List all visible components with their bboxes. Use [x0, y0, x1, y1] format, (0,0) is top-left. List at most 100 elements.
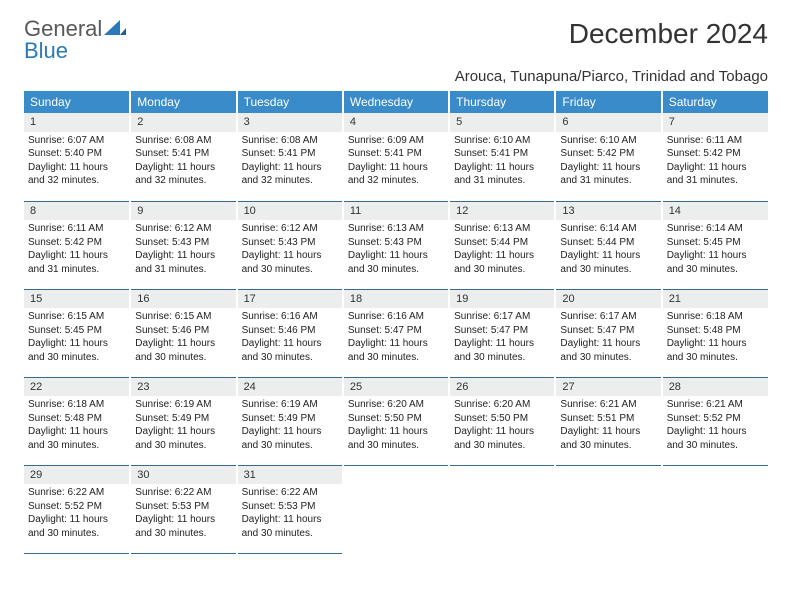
sunset-text: Sunset: 5:41 PM — [454, 147, 550, 161]
sunrise-text: Sunrise: 6:10 AM — [454, 134, 550, 148]
logo: GeneralBlue — [24, 18, 126, 62]
day-info: Sunrise: 6:22 AMSunset: 5:53 PMDaylight:… — [238, 484, 342, 544]
day-cell: 25Sunrise: 6:20 AMSunset: 5:50 PMDayligh… — [343, 377, 449, 465]
sunrise-text: Sunrise: 6:13 AM — [348, 222, 444, 236]
sunset-text: Sunset: 5:42 PM — [28, 236, 125, 250]
day-info: Sunrise: 6:17 AMSunset: 5:47 PMDaylight:… — [450, 308, 554, 368]
day-number: 14 — [663, 202, 768, 221]
day-cell: 31Sunrise: 6:22 AMSunset: 5:53 PMDayligh… — [237, 465, 343, 553]
day-cell: 13Sunrise: 6:14 AMSunset: 5:44 PMDayligh… — [555, 201, 661, 289]
weekday-header: Friday — [555, 91, 661, 113]
day-cell: 9Sunrise: 6:12 AMSunset: 5:43 PMDaylight… — [130, 201, 236, 289]
daylight-text-1: Daylight: 11 hours — [28, 161, 125, 175]
day-number: 28 — [663, 378, 768, 397]
daylight-text-2: and 30 minutes. — [242, 439, 338, 453]
title-block: December 2024 — [569, 18, 768, 50]
day-cell: 15Sunrise: 6:15 AMSunset: 5:45 PMDayligh… — [24, 289, 130, 377]
daylight-text-2: and 30 minutes. — [560, 439, 656, 453]
daylight-text-2: and 30 minutes. — [242, 351, 338, 365]
calendar-page: GeneralBlue December 2024 Arouca, Tunapu… — [0, 0, 792, 572]
day-info: Sunrise: 6:14 AMSunset: 5:45 PMDaylight:… — [663, 220, 768, 280]
daylight-text-1: Daylight: 11 hours — [28, 249, 125, 263]
day-cell: 22Sunrise: 6:18 AMSunset: 5:48 PMDayligh… — [24, 377, 130, 465]
daylight-text-1: Daylight: 11 hours — [454, 249, 550, 263]
sunrise-text: Sunrise: 6:21 AM — [667, 398, 764, 412]
sunrise-text: Sunrise: 6:22 AM — [135, 486, 231, 500]
daylight-text-2: and 32 minutes. — [242, 174, 338, 188]
sunset-text: Sunset: 5:49 PM — [135, 412, 231, 426]
day-info: Sunrise: 6:20 AMSunset: 5:50 PMDaylight:… — [344, 396, 448, 456]
daylight-text-1: Daylight: 11 hours — [242, 249, 338, 263]
day-number: 22 — [24, 378, 129, 397]
sunrise-text: Sunrise: 6:07 AM — [28, 134, 125, 148]
logo-text: GeneralBlue — [24, 18, 126, 62]
daylight-text-1: Daylight: 11 hours — [135, 249, 231, 263]
daylight-text-1: Daylight: 11 hours — [28, 513, 125, 527]
sunset-text: Sunset: 5:48 PM — [28, 412, 125, 426]
sunset-text: Sunset: 5:44 PM — [454, 236, 550, 250]
day-info: Sunrise: 6:19 AMSunset: 5:49 PMDaylight:… — [238, 396, 342, 456]
day-number: 29 — [24, 466, 129, 485]
day-cell: 8Sunrise: 6:11 AMSunset: 5:42 PMDaylight… — [24, 201, 130, 289]
daylight-text-2: and 30 minutes. — [560, 263, 656, 277]
daylight-text-1: Daylight: 11 hours — [348, 337, 444, 351]
day-info: Sunrise: 6:21 AMSunset: 5:51 PMDaylight:… — [556, 396, 660, 456]
location-text: Arouca, Tunapuna/Piarco, Trinidad and To… — [24, 68, 768, 85]
sunset-text: Sunset: 5:42 PM — [667, 147, 764, 161]
sunset-text: Sunset: 5:53 PM — [242, 500, 338, 514]
sunrise-text: Sunrise: 6:15 AM — [28, 310, 125, 324]
sunrise-text: Sunrise: 6:19 AM — [242, 398, 338, 412]
day-info: Sunrise: 6:22 AMSunset: 5:53 PMDaylight:… — [131, 484, 235, 544]
daylight-text-2: and 30 minutes. — [242, 527, 338, 541]
day-number: 13 — [556, 202, 660, 221]
daylight-text-2: and 31 minutes. — [560, 174, 656, 188]
daylight-text-2: and 30 minutes. — [28, 527, 125, 541]
daylight-text-2: and 30 minutes. — [135, 439, 231, 453]
sunset-text: Sunset: 5:43 PM — [348, 236, 444, 250]
sunrise-text: Sunrise: 6:12 AM — [242, 222, 338, 236]
sunset-text: Sunset: 5:41 PM — [135, 147, 231, 161]
day-cell: 11Sunrise: 6:13 AMSunset: 5:43 PMDayligh… — [343, 201, 449, 289]
day-info: Sunrise: 6:18 AMSunset: 5:48 PMDaylight:… — [24, 396, 129, 456]
daylight-text-1: Daylight: 11 hours — [560, 337, 656, 351]
day-cell: 1Sunrise: 6:07 AMSunset: 5:40 PMDaylight… — [24, 113, 130, 201]
day-info: Sunrise: 6:08 AMSunset: 5:41 PMDaylight:… — [131, 132, 235, 192]
logo-sail-icon — [104, 16, 126, 41]
day-number: 30 — [131, 466, 235, 485]
day-cell: 24Sunrise: 6:19 AMSunset: 5:49 PMDayligh… — [237, 377, 343, 465]
day-info: Sunrise: 6:20 AMSunset: 5:50 PMDaylight:… — [450, 396, 554, 456]
header: GeneralBlue December 2024 — [24, 18, 768, 62]
day-cell: 16Sunrise: 6:15 AMSunset: 5:46 PMDayligh… — [130, 289, 236, 377]
sunrise-text: Sunrise: 6:16 AM — [242, 310, 338, 324]
sunrise-text: Sunrise: 6:08 AM — [242, 134, 338, 148]
daylight-text-2: and 30 minutes. — [454, 351, 550, 365]
sunrise-text: Sunrise: 6:15 AM — [135, 310, 231, 324]
day-cell: 20Sunrise: 6:17 AMSunset: 5:47 PMDayligh… — [555, 289, 661, 377]
day-cell: 3Sunrise: 6:08 AMSunset: 5:41 PMDaylight… — [237, 113, 343, 201]
daylight-text-2: and 30 minutes. — [28, 351, 125, 365]
day-number: 6 — [556, 113, 660, 132]
daylight-text-2: and 30 minutes. — [560, 351, 656, 365]
day-number: 11 — [344, 202, 448, 221]
daylight-text-2: and 30 minutes. — [242, 263, 338, 277]
sunrise-text: Sunrise: 6:11 AM — [28, 222, 125, 236]
daylight-text-1: Daylight: 11 hours — [242, 337, 338, 351]
weekday-header: Thursday — [449, 91, 555, 113]
sunrise-text: Sunrise: 6:16 AM — [348, 310, 444, 324]
sunrise-text: Sunrise: 6:14 AM — [560, 222, 656, 236]
daylight-text-2: and 30 minutes. — [454, 439, 550, 453]
day-info: Sunrise: 6:21 AMSunset: 5:52 PMDaylight:… — [663, 396, 768, 456]
calendar-header-row: SundayMondayTuesdayWednesdayThursdayFrid… — [24, 91, 768, 113]
sunset-text: Sunset: 5:41 PM — [242, 147, 338, 161]
sunrise-text: Sunrise: 6:17 AM — [454, 310, 550, 324]
logo-word2: Blue — [24, 38, 68, 63]
sunset-text: Sunset: 5:50 PM — [454, 412, 550, 426]
day-info: Sunrise: 6:13 AMSunset: 5:43 PMDaylight:… — [344, 220, 448, 280]
daylight-text-1: Daylight: 11 hours — [242, 513, 338, 527]
daylight-text-1: Daylight: 11 hours — [454, 161, 550, 175]
day-info: Sunrise: 6:09 AMSunset: 5:41 PMDaylight:… — [344, 132, 448, 192]
day-number: 16 — [131, 290, 235, 309]
day-number: 25 — [344, 378, 448, 397]
weekday-header: Sunday — [24, 91, 130, 113]
sunrise-text: Sunrise: 6:11 AM — [667, 134, 764, 148]
